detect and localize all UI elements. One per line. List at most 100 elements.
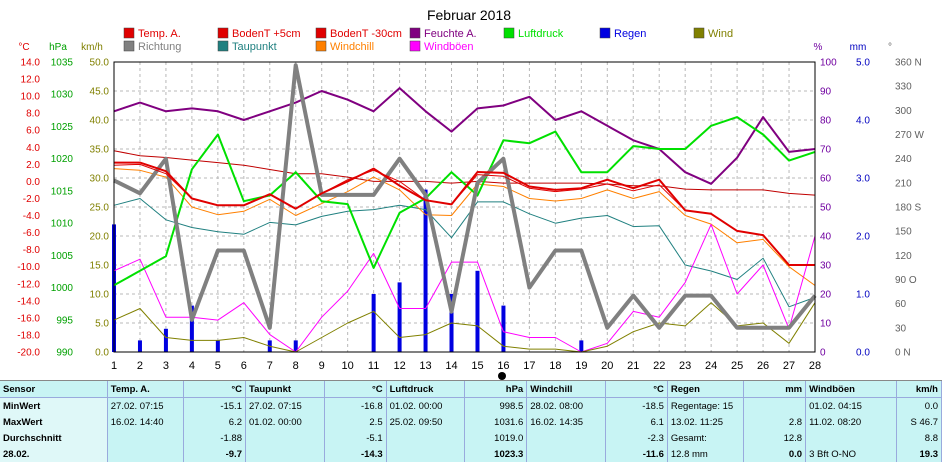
statistics-table: Sensor Temp. A. °C Taupunkt °C Luftdruck…: [0, 381, 942, 462]
x-tick-label: 8: [293, 360, 299, 372]
cell-time: [245, 446, 325, 462]
x-tick-label: 15: [471, 360, 483, 372]
temp-tick-label: -18.0: [17, 330, 40, 341]
wind-tick-label: 5.0: [95, 319, 109, 330]
x-tick-label: 5: [215, 360, 221, 372]
legend-label: Richtung: [138, 41, 181, 53]
temp-tick-label: 4.0: [26, 143, 40, 154]
legend-swatch: [599, 27, 611, 39]
rain-bar: [397, 282, 402, 352]
rain-tick-label: 4.0: [856, 116, 870, 127]
press-tick-label: 1035: [51, 58, 74, 69]
hum-tick-label: 30: [820, 261, 832, 272]
temp-tick-label: 8.0: [26, 109, 40, 120]
rain-bar: [475, 270, 480, 352]
header-rain-unit: mm: [743, 381, 807, 398]
statistics-row-min: MinWert 27.02. 07:15 -15.1 27.02. 07:15 …: [0, 397, 942, 414]
cell-value: 0.0: [743, 446, 807, 462]
wind-tick-label: 35.0: [90, 145, 110, 156]
cell-value: 2.8: [743, 414, 807, 430]
hum-tick-label: 70: [820, 145, 832, 156]
x-tick-label: 9: [319, 360, 325, 372]
x-tick-label: 21: [627, 360, 639, 372]
press-tick-label: 1005: [51, 251, 74, 262]
cell-value: -14.3: [324, 446, 387, 462]
press-tick-label: 1025: [51, 122, 74, 133]
cell-value: 1019.0: [464, 430, 528, 446]
temp-tick-label: 6.0: [26, 126, 40, 137]
x-tick-label: 18: [549, 360, 561, 372]
legend-label: BodenT +5cm: [232, 28, 301, 40]
today-marker: [498, 372, 506, 380]
x-tick-label: 1: [111, 360, 117, 372]
cell-value: -18.5: [605, 397, 668, 414]
rain-tick-label: 3.0: [856, 174, 870, 185]
x-tick-label: 23: [679, 360, 691, 372]
cell-time: [245, 430, 325, 446]
x-tick-label: 25: [731, 360, 743, 372]
x-tick-label: 27: [783, 360, 795, 372]
cell-time: 01.02. 00:00: [386, 397, 466, 414]
cell-time: 16.02. 14:40: [107, 414, 185, 430]
statistics-row-max: MaxWert 16.02. 14:40 6.2 01.02. 00:00 2.…: [0, 414, 942, 430]
temp-tick-label: -2.0: [23, 194, 41, 205]
cell-value: 1023.3: [464, 446, 528, 462]
wind-tick-label: 20.0: [90, 232, 110, 243]
dir-tick-label: 0 N: [895, 348, 911, 359]
statistics-panel: Sensor Temp. A. °C Taupunkt °C Luftdruck…: [0, 380, 942, 465]
series-line-windb-en: [113, 223, 816, 353]
wind-axis-unit: km/h: [81, 42, 103, 53]
cell-value: 1031.6: [464, 414, 528, 430]
temp-tick-label: -20.0: [17, 348, 40, 359]
cell-value: 6.1: [605, 414, 668, 430]
header-pressure-unit: hPa: [464, 381, 528, 398]
cell-time: [526, 430, 606, 446]
chart-legend: Temp. A. BodenT +5cm BodenT -30cm Feuchte A…: [123, 27, 733, 53]
legend-label: Windchill: [330, 41, 374, 53]
legend-label: Feuchte A.: [424, 28, 477, 40]
rain-bar: [423, 189, 428, 352]
press-tick-label: 990: [56, 348, 73, 359]
x-tick-label: 19: [575, 360, 587, 372]
x-tick-label: 3: [163, 360, 169, 372]
chart-title: Februar 2018: [427, 7, 511, 23]
series-line-temp-a: [114, 161, 815, 266]
x-tick-label: 26: [757, 360, 769, 372]
legend-swatch: [315, 40, 327, 52]
cell-value: -1.88: [183, 430, 246, 446]
legend-swatch: [409, 40, 421, 52]
cell-time: 28.02. 08:00: [526, 397, 606, 414]
rain-bar: [579, 340, 584, 352]
cell-time: 27.02. 07:15: [107, 397, 185, 414]
legend-swatch: [123, 40, 135, 52]
weather-chart: Februar 2018 Temp. A. BodenT +5cm BodenT -…: [17, 7, 925, 380]
x-tick-label: 20: [601, 360, 613, 372]
hum-tick-label: 80: [820, 116, 832, 127]
header-gusts: Windböen: [805, 381, 897, 398]
wind-tick-label: 15.0: [90, 261, 110, 272]
cell-time: [805, 430, 897, 446]
cell-value: 2.5: [324, 414, 387, 430]
cell-value: -5.1: [324, 430, 387, 446]
hum-tick-label: 20: [820, 290, 832, 301]
statistics-row-current: 28.02. -9.7 -14.3 1023.3 -11.6 12.8 mm 0…: [0, 446, 942, 462]
x-tick-label: 10: [342, 360, 354, 372]
press-tick-label: 1030: [51, 90, 74, 101]
dir-tick-label: 150: [895, 227, 912, 238]
row-label: 28.02.: [0, 446, 108, 462]
statistics-row-average: Durchschnitt -1.88 -5.1 1019.0 -2.3 Gesa…: [0, 430, 942, 446]
x-tick-label: 24: [705, 360, 717, 372]
axis-tick-labels: 14.012.010.08.06.04.02.00.0-2.0-4.0-6.0-…: [17, 58, 924, 373]
row-label: Durchschnitt: [0, 430, 108, 446]
temp-tick-label: -6.0: [23, 228, 41, 239]
dir-tick-label: 270 W: [895, 130, 924, 141]
series-line-luftdruck: [113, 116, 816, 287]
cell-time: 01.02. 00:00: [245, 414, 325, 430]
header-sensor: Sensor: [0, 381, 108, 398]
hum-tick-label: 10: [820, 319, 832, 330]
x-tick-label: 4: [189, 360, 195, 372]
temp-tick-label: 10.0: [21, 92, 41, 103]
series-lines: [113, 63, 817, 353]
series-line-wind: [113, 302, 816, 353]
press-tick-label: 1010: [51, 219, 74, 230]
